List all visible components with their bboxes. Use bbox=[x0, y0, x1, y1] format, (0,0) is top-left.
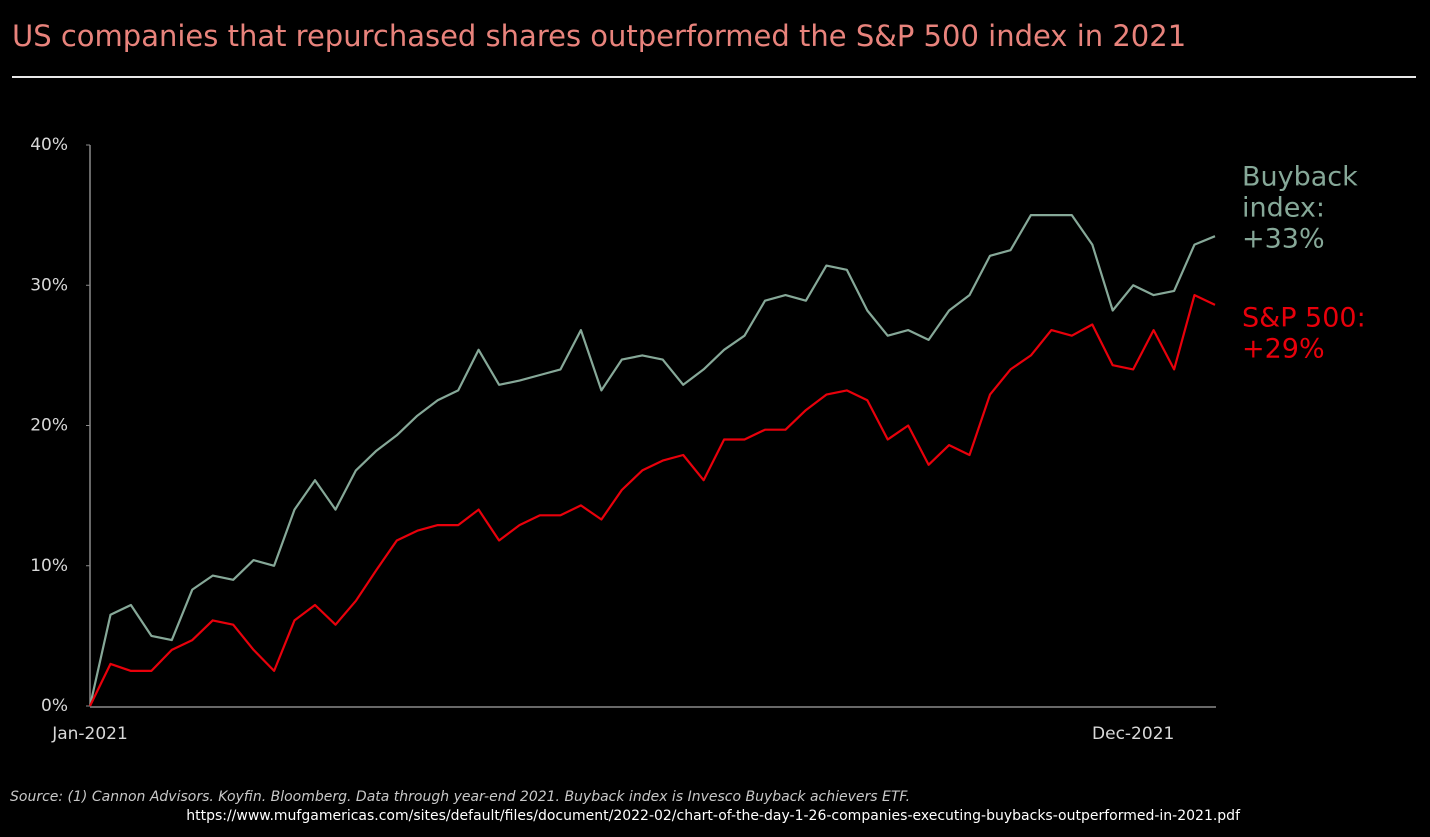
y-tick-label: 30% bbox=[30, 275, 68, 295]
y-tick-label: 0% bbox=[41, 696, 68, 716]
y-tick-label: 10% bbox=[30, 556, 68, 576]
source-url: https://www.mufgamericas.com/sites/defau… bbox=[186, 808, 1241, 824]
series-label: S&P 500: bbox=[1242, 303, 1366, 334]
series-label: +33% bbox=[1242, 224, 1325, 255]
source-note: Source: (1) Cannon Advisors. Koyfin. Blo… bbox=[10, 789, 910, 805]
series-line bbox=[88, 214, 1216, 707]
x-tick-label: Jan-2021 bbox=[51, 724, 128, 744]
series-line bbox=[89, 294, 1216, 707]
x-tick-label: Dec-2021 bbox=[1092, 724, 1174, 744]
y-tick-label: 20% bbox=[30, 416, 68, 436]
chart-title: US companies that repurchased shares out… bbox=[12, 19, 1186, 53]
series-label: +29% bbox=[1242, 334, 1325, 365]
series-label: index: bbox=[1242, 193, 1325, 224]
series-label: Buyback bbox=[1242, 162, 1358, 193]
y-tick-label: 40% bbox=[30, 135, 68, 155]
